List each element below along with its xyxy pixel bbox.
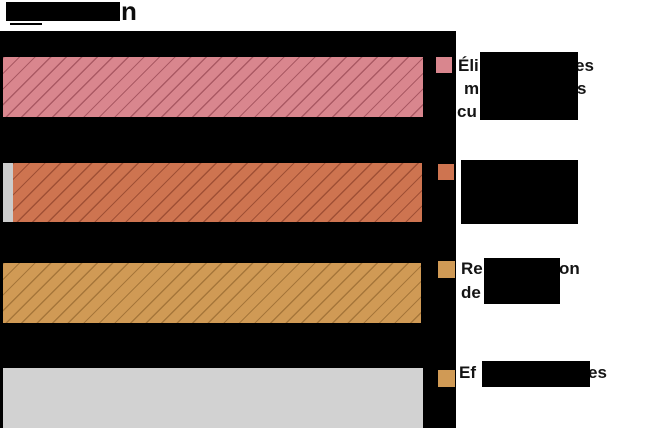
- legend-3-line-1-start: Re: [461, 259, 483, 278]
- bar-row-3: [3, 263, 421, 323]
- bar-row-2: [13, 163, 422, 222]
- legend-swatch-4: [438, 370, 455, 387]
- bar-row-2-gray-segment: [3, 163, 13, 222]
- chart-title-fragment: n: [121, 0, 137, 26]
- legend-4-redaction-box: [482, 361, 590, 387]
- legend-1-redaction-box: [480, 52, 578, 120]
- legend-3-line-1-end: on: [559, 259, 580, 278]
- legend-swatch-3: [438, 261, 455, 278]
- legend-2-redaction-box: [461, 160, 578, 224]
- legend-4-line-1-start: Ef: [459, 363, 476, 382]
- title-redaction-box: [6, 2, 120, 21]
- bar-row-1: [3, 57, 423, 117]
- legend-swatch-2: [438, 164, 454, 180]
- legend-3-redaction-box: [484, 258, 560, 304]
- legend-1-line-3-start: cu: [457, 102, 477, 121]
- legend-3-line-2-start: de: [461, 283, 481, 302]
- legend-1-line-2-end: s: [577, 79, 587, 98]
- legend-swatch-1: [436, 57, 452, 73]
- bar-row-4: [3, 368, 423, 428]
- legend-1-line-1-end: es: [575, 56, 594, 75]
- legend-4-line-1-end: es: [588, 363, 607, 382]
- legend-1-line-2-start: m: [464, 79, 480, 98]
- legend-1-line-1-start: Éli: [458, 56, 479, 75]
- title-underline: [10, 23, 42, 25]
